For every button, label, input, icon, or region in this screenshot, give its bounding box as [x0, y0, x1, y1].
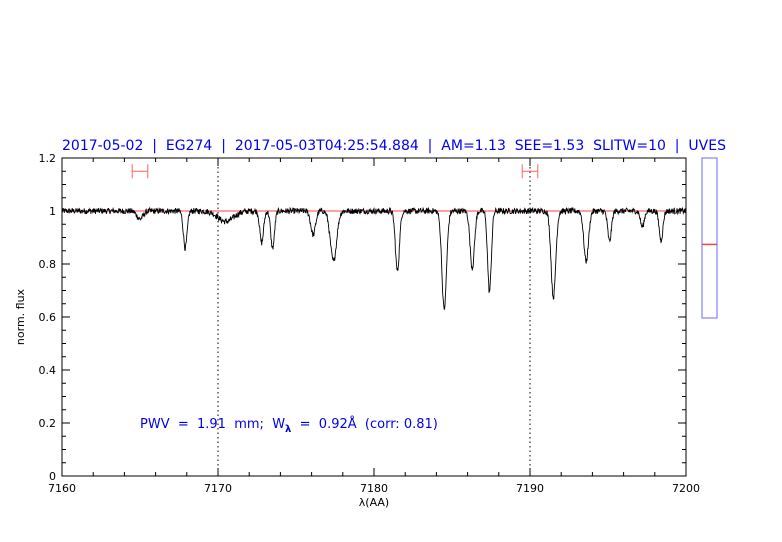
y-tick-label: 0.8 [39, 258, 57, 271]
x-tick-label: 7200 [672, 482, 700, 495]
x-tick-label: 7190 [516, 482, 544, 495]
error-bar [521, 164, 539, 179]
y-tick-label: 0.2 [39, 417, 57, 430]
x-tick-label: 7170 [204, 482, 232, 495]
chart-title: 2017-05-02 | EG274 | 2017-05-03T04:25:54… [62, 138, 726, 154]
y-tick-label: 1.2 [39, 152, 57, 165]
x-axis-label: λ(AA) [359, 496, 389, 509]
x-tick-label: 7180 [360, 482, 388, 495]
y-tick-label: 1 [49, 205, 56, 218]
annotation: PWV = 1.91 mm; Wλ = 0.92Å (corr: 0.81) [140, 416, 438, 435]
y-axis-label: norm. flux [14, 288, 27, 345]
y-tick-label: 0 [49, 470, 56, 483]
error-bar [131, 164, 149, 179]
spectrum-line [61, 206, 687, 310]
side-indicator-frame [701, 157, 718, 319]
y-tick-label: 0.4 [39, 364, 57, 377]
plot-frame [61, 157, 687, 477]
y-tick-label: 0.6 [39, 311, 57, 324]
x-tick-label: 7160 [48, 482, 76, 495]
